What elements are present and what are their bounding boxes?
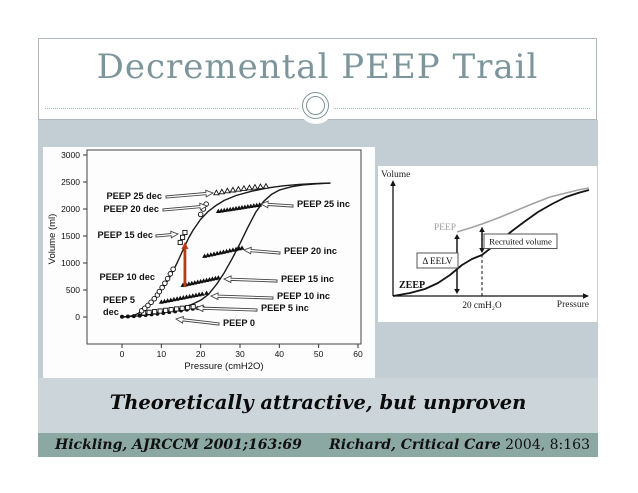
svg-text:60: 60 [353, 349, 363, 359]
svg-text:PEEP 10 inc: PEEP 10 inc [277, 291, 330, 301]
svg-text:PEEP 20 dec: PEEP 20 dec [103, 204, 159, 214]
pv-loop-chart: 0 10 20 30 40 50 60 0 500 1000 1500 2000 2500 3000 Pre… [47, 149, 363, 372]
divider-ornament-inner-circle [306, 96, 325, 115]
svg-text:dec: dec [103, 307, 119, 317]
svg-text:0: 0 [75, 312, 80, 322]
peep-concept-diagram-panel: Δ EELV Recruited volume Volume Pressure 20 c… [378, 166, 597, 322]
svg-text:1000: 1000 [61, 258, 80, 268]
svg-text:20: 20 [196, 349, 206, 359]
svg-text:2000: 2000 [61, 204, 80, 214]
citation-left: Hickling, AJRCCM 2001;163:69 [55, 437, 302, 453]
peep-concept-diagram: Δ EELV Recruited volume Volume Pressure 20 c… [381, 170, 590, 310]
svg-text:PEEP 25 inc: PEEP 25 inc [297, 199, 350, 209]
svg-text:PEEP 5 inc: PEEP 5 inc [261, 303, 309, 313]
svg-text:PEEP 20 inc: PEEP 20 inc [284, 246, 337, 256]
svg-text:PEEP 0: PEEP 0 [223, 318, 255, 328]
svg-text:Volume (ml): Volume (ml) [47, 214, 58, 265]
svg-text:PEEP 15 dec: PEEP 15 dec [97, 230, 153, 240]
svg-text:Pressure (cmH2O): Pressure (cmH2O) [184, 361, 263, 372]
svg-text:PEEP: PEEP [434, 223, 456, 233]
citation-right: Richard, Critical Care 2004, 8:163 [329, 437, 590, 453]
svg-text:Volume: Volume [381, 170, 410, 180]
svg-text:1500: 1500 [61, 231, 80, 241]
citation-right-authors: Richard, Critical Care [329, 437, 501, 453]
svg-text:10: 10 [157, 349, 167, 359]
svg-text:ZEEP: ZEEP [399, 280, 425, 291]
citation-right-ref: 2004, 8:163 [500, 437, 590, 453]
svg-text:30: 30 [235, 349, 245, 359]
svg-text:PEEP 15 inc: PEEP 15 inc [281, 274, 334, 284]
svg-text:PEEP 10 dec: PEEP 10 dec [99, 272, 155, 282]
svg-text:40: 40 [275, 349, 285, 359]
svg-text:Pressure: Pressure [557, 300, 589, 310]
svg-text:20 cmH₂O: 20 cmH₂O [462, 300, 502, 310]
title-block: Decremental PEEP Trail [38, 38, 597, 120]
citation-footer-band: Hickling, AJRCCM 2001;163:69 Richard, Cr… [38, 433, 598, 457]
svg-text:Recruited volume: Recruited volume [489, 237, 552, 247]
svg-text:PEEP 5: PEEP 5 [103, 295, 135, 305]
subtitle-text: Theoretically attractive, but unproven [109, 391, 527, 414]
svg-text:Δ EELV: Δ EELV [422, 256, 453, 266]
svg-text:3000: 3000 [61, 150, 80, 160]
subtitle-band: Theoretically attractive, but unproven [38, 378, 598, 433]
svg-text:500: 500 [66, 285, 80, 295]
pv-loop-chart-panel: 0 10 20 30 40 50 60 0 500 1000 1500 2000 2500 3000 Pre… [43, 147, 375, 378]
svg-text:50: 50 [314, 349, 324, 359]
svg-text:0: 0 [120, 349, 125, 359]
svg-text:PEEP 25 dec: PEEP 25 dec [106, 191, 162, 201]
slide-title: Decremental PEEP Trail [96, 47, 539, 87]
svg-text:2500: 2500 [61, 177, 80, 187]
